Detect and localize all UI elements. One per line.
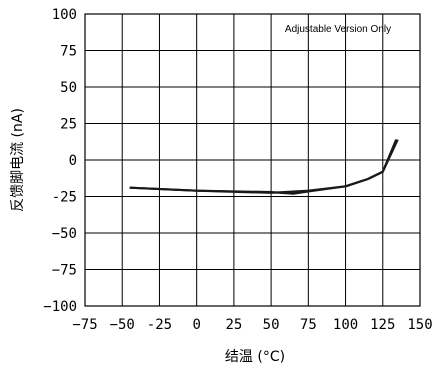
plot-frame <box>84 13 421 307</box>
x-tick-labels: −75 −50 -25 0 25 50 75 100 125 150 <box>72 317 432 333</box>
x-tick-label: 125 <box>370 317 395 333</box>
y-tick-label: 25 <box>60 117 77 133</box>
series-group <box>129 139 399 195</box>
y-tick-label: -25 <box>52 190 77 206</box>
x-tick-label: −75 <box>72 317 97 333</box>
x-tick-label: 75 <box>300 317 317 333</box>
x-tick-label: -25 <box>147 317 172 333</box>
y-tick-labels: 100 75 50 25 0 -25 −50 −75 −100 <box>43 7 77 315</box>
y-tick-label: −100 <box>43 299 77 315</box>
x-tick-label: 100 <box>333 317 358 333</box>
series-line-1 <box>129 139 399 194</box>
y-axis-title: 反馈脚电流 (nA) <box>10 108 26 212</box>
y-tick-label: 0 <box>69 153 77 169</box>
grid <box>85 13 420 307</box>
x-tick-label: 50 <box>263 317 280 333</box>
y-tick-label: −50 <box>52 226 77 242</box>
x-axis-title: 结温 (°C) <box>225 349 285 365</box>
series-line-2 <box>129 139 398 195</box>
y-tick-label: 50 <box>60 80 77 96</box>
y-tick-label: 75 <box>60 44 77 60</box>
x-tick-label: 0 <box>192 317 200 333</box>
x-tick-label: 25 <box>225 317 242 333</box>
x-tick-label: 150 <box>407 317 432 333</box>
chart-annotation: Adjustable Version Only <box>285 24 391 35</box>
y-tick-label: 100 <box>52 7 77 23</box>
x-tick-label: −50 <box>110 317 135 333</box>
y-tick-label: −75 <box>52 263 77 279</box>
